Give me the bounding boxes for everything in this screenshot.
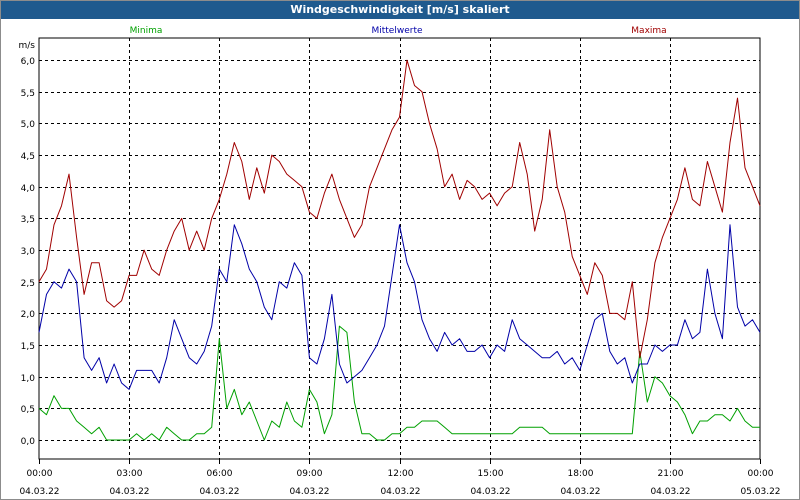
x-tick-date: 04.03.22 — [289, 487, 329, 497]
x-tick-date: 04.03.22 — [470, 487, 510, 497]
x-tick-time: 09:00 — [297, 469, 323, 479]
legend-minima: Minima — [130, 26, 163, 36]
y-tick-label: 0,5 — [21, 405, 35, 415]
legend-maxima: Maxima — [631, 26, 666, 36]
plot-frame — [38, 37, 761, 460]
series-line-minima — [38, 325, 760, 441]
y-tick-label: 1,0 — [21, 374, 36, 384]
x-tick-date: 04.03.22 — [109, 487, 149, 497]
x-tick-date: 04.03.22 — [560, 487, 600, 497]
axes — [38, 37, 761, 464]
x-tick-time: 00:00 — [748, 469, 774, 479]
y-tick-label: 4,0 — [21, 184, 36, 194]
series-line-maxima — [38, 59, 761, 359]
x-tick-time: 03:00 — [117, 469, 143, 479]
y-tick-label: 3,0 — [21, 247, 36, 257]
y-tick-label: 5,0 — [21, 120, 36, 130]
window-title: Windgeschwindigkeit [m/s] skaliert — [1, 1, 799, 19]
grid-lines — [39, 38, 760, 459]
x-tick-date: 04.03.22 — [19, 487, 59, 497]
y-tick-label: 2,0 — [21, 310, 36, 320]
x-tick-time: 12:00 — [388, 469, 414, 479]
x-tick-time: 21:00 — [658, 469, 684, 479]
y-tick-label: 5,5 — [21, 89, 35, 99]
x-tick-time: 00:00 — [27, 469, 53, 479]
y-axis-label: m/s — [19, 41, 36, 51]
y-tick-label: 4,5 — [21, 152, 35, 162]
labels: 0,0 0,5 1,0 1,5 2,0 2,5 3,0 3,5 4,0 4,5 5,0 5,5 6,0 m… — [19, 26, 781, 497]
y-tick-label: 3,5 — [21, 215, 35, 225]
y-tick-label: 0,0 — [21, 437, 36, 447]
x-tick-time: 15:00 — [478, 469, 504, 479]
y-tick-label: 2,5 — [21, 279, 35, 289]
y-tick-label: 6,0 — [21, 57, 36, 67]
series-line-mittelwerte — [38, 224, 761, 390]
x-tick-date: 04.03.22 — [199, 487, 239, 497]
y-tick-label: 1,5 — [21, 342, 35, 352]
x-tick-time: 06:00 — [207, 469, 233, 479]
legend-mittelwerte: Mittelwerte — [371, 26, 422, 36]
x-tick-time: 18:00 — [568, 469, 594, 479]
x-tick-date: 04.03.22 — [650, 487, 690, 497]
x-tick-date: 05.03.22 — [740, 487, 780, 497]
x-tick-date: 04.03.22 — [380, 487, 420, 497]
series-lines — [38, 59, 761, 441]
